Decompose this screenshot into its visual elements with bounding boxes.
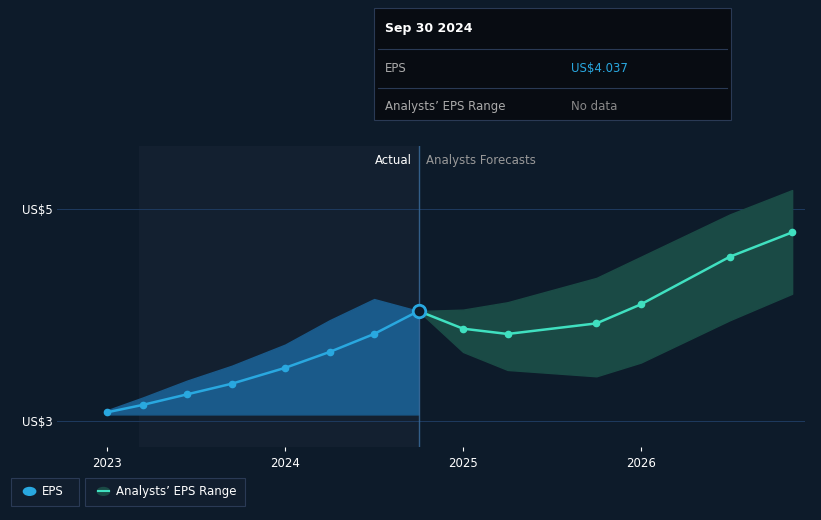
Bar [140,146,419,447]
Text: EPS: EPS [42,485,63,498]
Text: US$4.037: US$4.037 [571,62,627,75]
Text: EPS: EPS [385,62,406,75]
Text: Actual: Actual [374,154,411,167]
Text: Analysts’ EPS Range: Analysts’ EPS Range [385,100,506,113]
Text: Analysts’ EPS Range: Analysts’ EPS Range [116,485,236,498]
Text: No data: No data [571,100,617,113]
Text: Analysts Forecasts: Analysts Forecasts [425,154,535,167]
Text: Sep 30 2024: Sep 30 2024 [385,22,473,35]
